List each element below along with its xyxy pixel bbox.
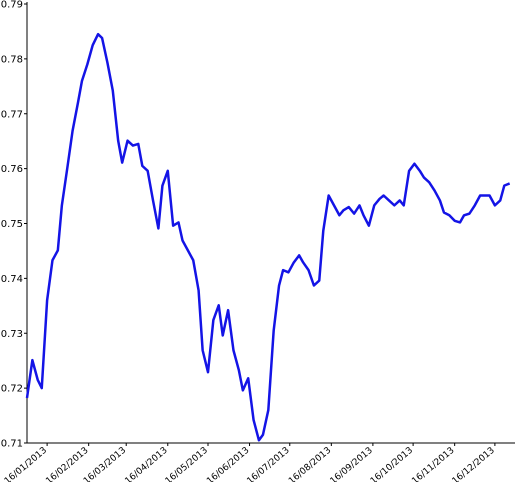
x-tick-label: 16/10/2013 [369,446,415,482]
x-tick-label: 16/04/2013 [124,446,170,482]
y-tick-label: 0.76 [1,164,23,175]
x-tick-label: 16/06/2013 [205,446,251,482]
y-tick-label: 0.72 [1,384,23,395]
y-tick-label: 0.73 [1,329,23,340]
x-tick-label: 16/08/2013 [287,446,333,482]
y-tick-label: 0.78 [1,54,23,65]
y-tick-label: 0.75 [1,219,23,230]
x-tick-label: 16/11/2013 [410,446,456,482]
x-tick-label: 16/05/2013 [164,446,210,482]
y-tick-label: 0.79 [1,0,23,11]
y-tick-label: 0.77 [1,109,23,120]
x-tick-label: 16/03/2013 [82,446,128,482]
x-tick-label: 16/12/2013 [451,446,497,482]
x-tick-label: 16/07/2013 [246,446,292,482]
data-line [25,32,511,442]
x-tick-label: 16/01/2013 [3,446,49,482]
y-tick-label: 0.74 [1,274,23,285]
x-tick-label: 16/09/2013 [329,446,375,482]
y-tick-label: 0.71 [1,439,23,450]
